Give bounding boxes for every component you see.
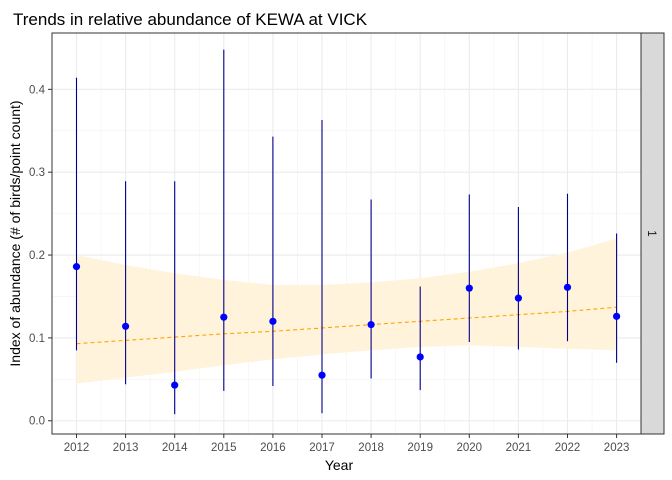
y-axis: 0.0 0.1 0.2 0.3 0.4 (29, 84, 52, 428)
data-point (269, 317, 277, 325)
x-tick-label: 2017 (309, 442, 335, 454)
y-axis-title: Index of abundance (# of birds/point cou… (7, 100, 23, 366)
x-tick-label: 2023 (604, 442, 630, 454)
x-tick-label: 2012 (64, 442, 90, 454)
data-point (563, 283, 572, 291)
data-point (367, 321, 375, 329)
chart-title: Trends in relative abundance of KEWA at … (13, 10, 368, 29)
data-point (220, 313, 228, 321)
x-tick-label: 2021 (506, 442, 532, 454)
y-tick-label: 0.3 (29, 167, 45, 179)
data-point (171, 381, 179, 389)
x-axis: 2012 2013 2014 2015 2016 2017 2018 2019 2020 2021… (64, 434, 630, 454)
data-point (72, 263, 81, 271)
y-tick-label: 0.1 (29, 333, 45, 345)
facet-strip-label: 1 (645, 230, 657, 236)
facet-strip-background (640, 32, 665, 435)
y-tick-label: 0.0 (29, 416, 45, 428)
x-tick-label: 2018 (358, 442, 384, 454)
x-axis-title: Year (325, 457, 354, 473)
trend-confidence-band (76, 238, 617, 384)
data-point (122, 322, 130, 330)
facet-strip: 1 (640, 32, 665, 435)
trend-line (76, 306, 617, 345)
plot-panel (51, 32, 642, 435)
x-tick-label: 2020 (457, 442, 483, 454)
data-point (318, 371, 326, 379)
data-point (514, 294, 523, 302)
x-tick-label: 2013 (113, 442, 139, 454)
x-tick-label: 2019 (407, 442, 433, 454)
data-point (416, 353, 424, 361)
y-tick-label: 0.2 (29, 250, 45, 262)
x-tick-label: 2014 (162, 442, 188, 454)
x-tick-label: 2022 (555, 442, 581, 454)
y-tick-label: 0.4 (29, 84, 46, 96)
data-point (613, 312, 621, 320)
x-tick-label: 2015 (211, 442, 237, 454)
data-point (465, 284, 473, 292)
x-tick-label: 2016 (260, 442, 286, 454)
